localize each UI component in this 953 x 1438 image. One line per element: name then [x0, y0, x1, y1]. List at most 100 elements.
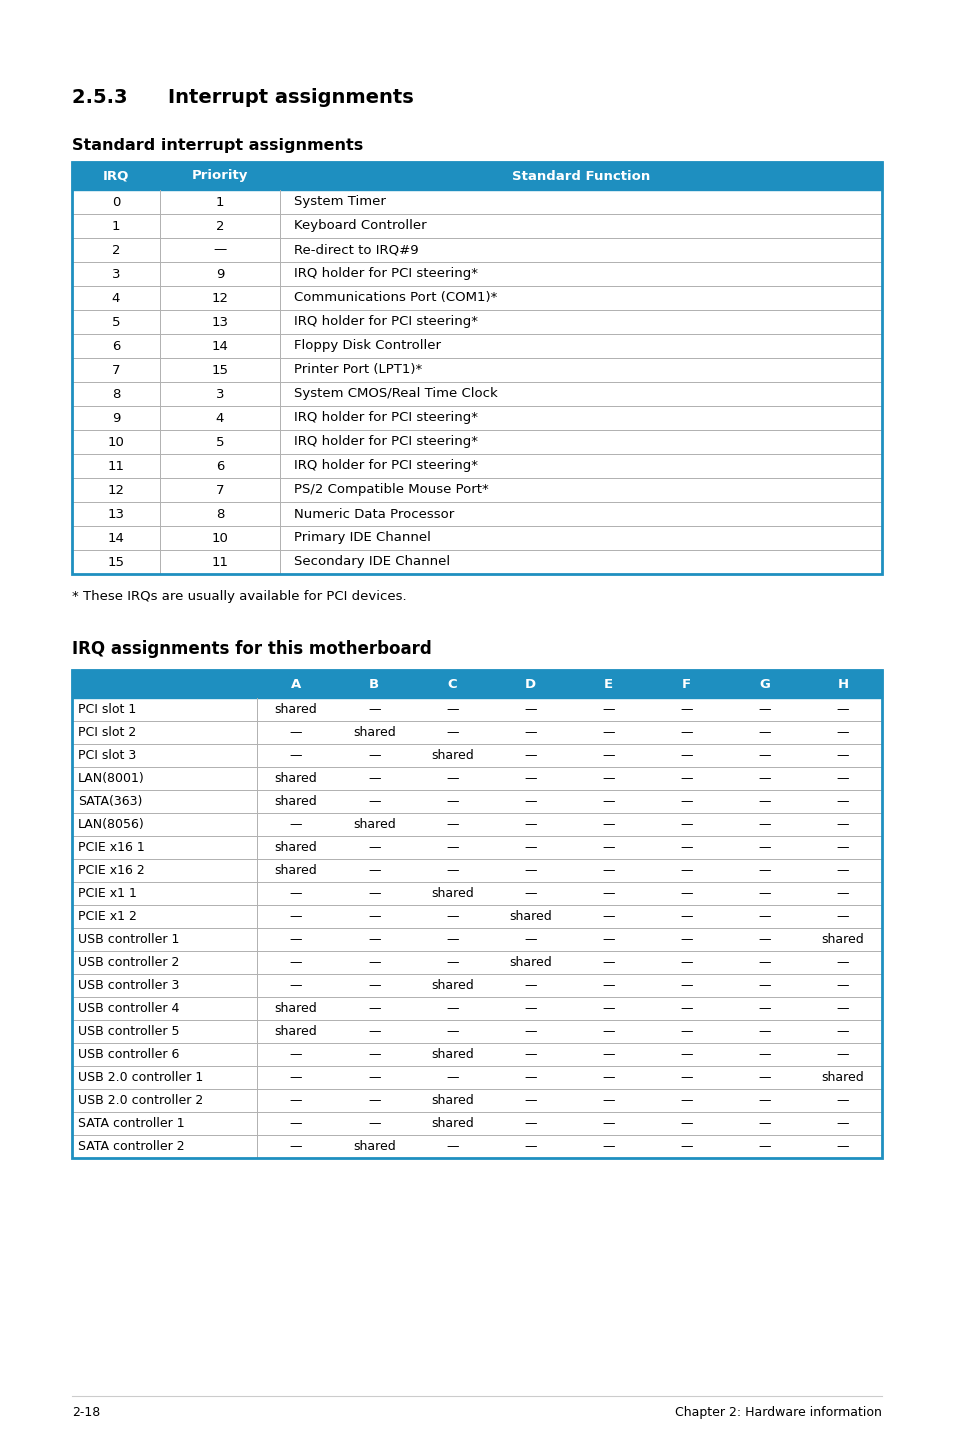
Text: 8: 8 — [112, 387, 120, 401]
Text: —: — — [290, 749, 302, 762]
Bar — [71, 789, 882, 812]
Text: —: — — [446, 841, 458, 854]
Text: —: — — [446, 726, 458, 739]
Text: H: H — [837, 677, 847, 690]
Text: —: — — [290, 1140, 302, 1153]
Text: —: — — [758, 887, 770, 900]
Text: —: — — [758, 795, 770, 808]
Text: —: — — [523, 703, 537, 716]
Text: —: — — [368, 1094, 380, 1107]
Bar — [71, 162, 882, 574]
Text: IRQ holder for PCI steering*: IRQ holder for PCI steering* — [294, 411, 477, 424]
Text: 10: 10 — [108, 436, 124, 449]
Text: Standard interrupt assignments: Standard interrupt assignments — [71, 138, 363, 152]
Text: shared: shared — [431, 749, 474, 762]
Text: —: — — [601, 749, 614, 762]
Text: —: — — [368, 956, 380, 969]
Bar — [71, 697, 882, 720]
Bar — [71, 1066, 882, 1089]
Text: —: — — [758, 1002, 770, 1015]
Text: —: — — [290, 887, 302, 900]
Text: shared: shared — [431, 979, 474, 992]
Text: —: — — [601, 841, 614, 854]
Text: —: — — [679, 818, 692, 831]
Text: 6: 6 — [112, 339, 120, 352]
Text: 4: 4 — [112, 292, 120, 305]
Text: —: — — [679, 910, 692, 923]
Text: E: E — [603, 677, 613, 690]
Text: PCI slot 1: PCI slot 1 — [78, 703, 136, 716]
Text: 1: 1 — [112, 220, 120, 233]
Text: 7: 7 — [215, 483, 224, 496]
Text: 9: 9 — [112, 411, 120, 424]
Text: —: — — [523, 933, 537, 946]
Text: LAN(8056): LAN(8056) — [78, 818, 145, 831]
Bar — [71, 1089, 882, 1112]
Text: 12: 12 — [212, 292, 229, 305]
Text: —: — — [836, 887, 848, 900]
Text: —: — — [368, 887, 380, 900]
Text: —: — — [446, 1071, 458, 1084]
Text: —: — — [601, 772, 614, 785]
Text: System CMOS/Real Time Clock: System CMOS/Real Time Clock — [294, 387, 497, 401]
Text: 3: 3 — [215, 387, 224, 401]
Text: —: — — [836, 979, 848, 992]
Text: —: — — [523, 1117, 537, 1130]
Text: shared: shared — [821, 933, 863, 946]
Text: 15: 15 — [108, 555, 125, 568]
Text: F: F — [681, 677, 691, 690]
Text: —: — — [523, 887, 537, 900]
Text: Communications Port (COM1)*: Communications Port (COM1)* — [294, 292, 497, 305]
Text: —: — — [601, 956, 614, 969]
Text: G: G — [759, 677, 769, 690]
Text: B: B — [369, 677, 379, 690]
Text: 14: 14 — [212, 339, 228, 352]
Text: —: — — [523, 864, 537, 877]
Text: 8: 8 — [215, 508, 224, 521]
Text: —: — — [758, 1094, 770, 1107]
Text: —: — — [836, 1140, 848, 1153]
Text: —: — — [836, 749, 848, 762]
Text: USB controller 5: USB controller 5 — [78, 1025, 179, 1038]
Text: 2.5.3      Interrupt assignments: 2.5.3 Interrupt assignments — [71, 88, 414, 106]
Text: —: — — [679, 956, 692, 969]
Text: shared: shared — [274, 772, 317, 785]
Text: * These IRQs are usually available for PCI devices.: * These IRQs are usually available for P… — [71, 590, 406, 603]
Bar — [71, 286, 882, 311]
Bar — [71, 383, 882, 406]
Text: —: — — [368, 1002, 380, 1015]
Text: —: — — [679, 1002, 692, 1015]
Text: Re-direct to IRQ#9: Re-direct to IRQ#9 — [294, 243, 418, 256]
Text: —: — — [679, 1048, 692, 1061]
Text: —: — — [368, 1117, 380, 1130]
Text: —: — — [836, 864, 848, 877]
Text: shared: shared — [431, 1094, 474, 1107]
Text: IRQ holder for PCI steering*: IRQ holder for PCI steering* — [294, 267, 477, 280]
Text: PCIE x1 2: PCIE x1 2 — [78, 910, 136, 923]
Text: —: — — [446, 772, 458, 785]
Text: —: — — [758, 1140, 770, 1153]
Bar — [71, 670, 882, 697]
Text: —: — — [758, 772, 770, 785]
Bar — [71, 720, 882, 743]
Text: —: — — [446, 795, 458, 808]
Text: PCI slot 2: PCI slot 2 — [78, 726, 136, 739]
Text: —: — — [836, 795, 848, 808]
Text: IRQ holder for PCI steering*: IRQ holder for PCI steering* — [294, 460, 477, 473]
Text: —: — — [368, 749, 380, 762]
Text: 14: 14 — [108, 532, 124, 545]
Text: —: — — [523, 772, 537, 785]
Text: 5: 5 — [215, 436, 224, 449]
Text: D: D — [524, 677, 536, 690]
Bar — [71, 974, 882, 997]
Bar — [71, 743, 882, 766]
Text: —: — — [679, 887, 692, 900]
Text: 13: 13 — [108, 508, 125, 521]
Bar — [71, 1135, 882, 1158]
Text: —: — — [836, 841, 848, 854]
Text: Printer Port (LPT1)*: Printer Port (LPT1)* — [294, 364, 422, 377]
Text: —: — — [446, 1002, 458, 1015]
Text: —: — — [679, 1117, 692, 1130]
Text: —: — — [679, 1071, 692, 1084]
Text: shared: shared — [274, 795, 317, 808]
